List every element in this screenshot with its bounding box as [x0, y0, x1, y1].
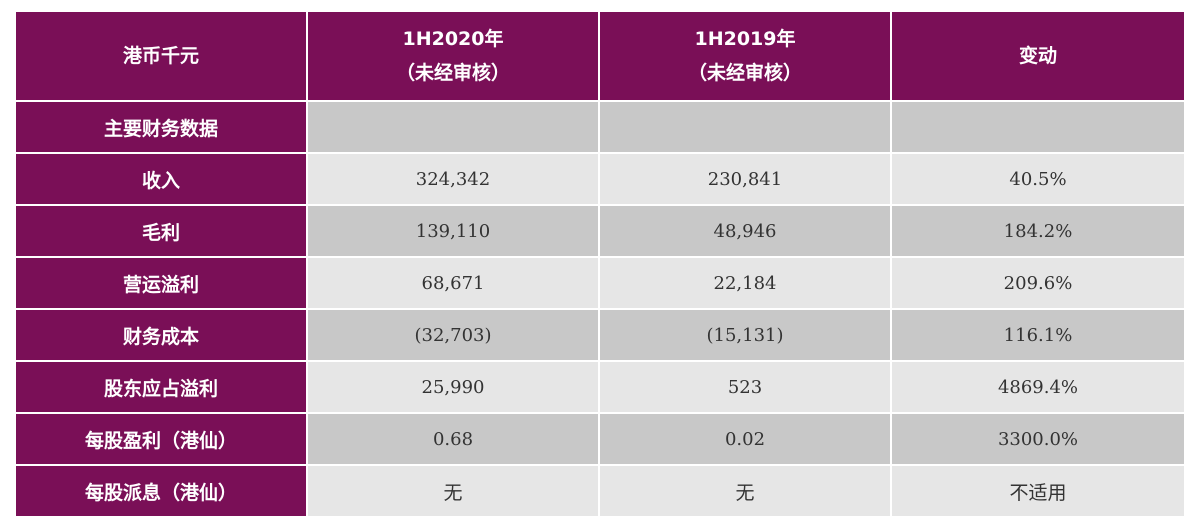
table-row: 每股派息（港仙） 无 无 不适用 — [16, 466, 1184, 516]
cell-change: 40.5% — [892, 154, 1184, 204]
cell-1h2020: 无 — [308, 466, 598, 516]
table-row: 股东应占溢利 25,990 523 4869.4% — [16, 362, 1184, 412]
cell-1h2019: 230,841 — [600, 154, 890, 204]
table-row: 财务成本 (32,703) (15,131) 116.1% — [16, 310, 1184, 360]
table-row: 营运溢利 68,671 22,184 209.6% — [16, 258, 1184, 308]
cell-change: 209.6% — [892, 258, 1184, 308]
cell-1h2019: (15,131) — [600, 310, 890, 360]
cell-1h2019: 22,184 — [600, 258, 890, 308]
row-label: 收入 — [16, 154, 306, 204]
cell-1h2019 — [600, 102, 890, 152]
row-label: 股东应占溢利 — [16, 362, 306, 412]
financial-data-table: 港币千元 1H2020年 （未经审核） 1H2019年 （未经审核） 变动 主要… — [14, 10, 1186, 518]
cell-change — [892, 102, 1184, 152]
row-label: 主要财务数据 — [16, 102, 306, 152]
table-row: 主要财务数据 — [16, 102, 1184, 152]
table-row: 毛利 139,110 48,946 184.2% — [16, 206, 1184, 256]
cell-1h2020: 68,671 — [308, 258, 598, 308]
row-label: 每股盈利（港仙） — [16, 414, 306, 464]
header-row: 港币千元 1H2020年 （未经审核） 1H2019年 （未经审核） 变动 — [16, 12, 1184, 100]
cell-change: 116.1% — [892, 310, 1184, 360]
cell-1h2020: 324,342 — [308, 154, 598, 204]
cell-1h2020 — [308, 102, 598, 152]
header-change: 变动 — [892, 12, 1184, 100]
cell-1h2020: 0.68 — [308, 414, 598, 464]
cell-change: 184.2% — [892, 206, 1184, 256]
header-1h2019: 1H2019年 （未经审核） — [600, 12, 890, 100]
row-label: 财务成本 — [16, 310, 306, 360]
row-label: 营运溢利 — [16, 258, 306, 308]
cell-1h2020: 25,990 — [308, 362, 598, 412]
cell-1h2020: 139,110 — [308, 206, 598, 256]
cell-1h2019: 无 — [600, 466, 890, 516]
cell-change: 3300.0% — [892, 414, 1184, 464]
cell-1h2019: 523 — [600, 362, 890, 412]
cell-1h2019: 0.02 — [600, 414, 890, 464]
header-1h2020: 1H2020年 （未经审核） — [308, 12, 598, 100]
row-label: 每股派息（港仙） — [16, 466, 306, 516]
header-unit: 港币千元 — [16, 12, 306, 100]
cell-change: 4869.4% — [892, 362, 1184, 412]
cell-1h2020: (32,703) — [308, 310, 598, 360]
table-row: 每股盈利（港仙） 0.68 0.02 3300.0% — [16, 414, 1184, 464]
cell-change: 不适用 — [892, 466, 1184, 516]
cell-1h2019: 48,946 — [600, 206, 890, 256]
row-label: 毛利 — [16, 206, 306, 256]
table-row: 收入 324,342 230,841 40.5% — [16, 154, 1184, 204]
